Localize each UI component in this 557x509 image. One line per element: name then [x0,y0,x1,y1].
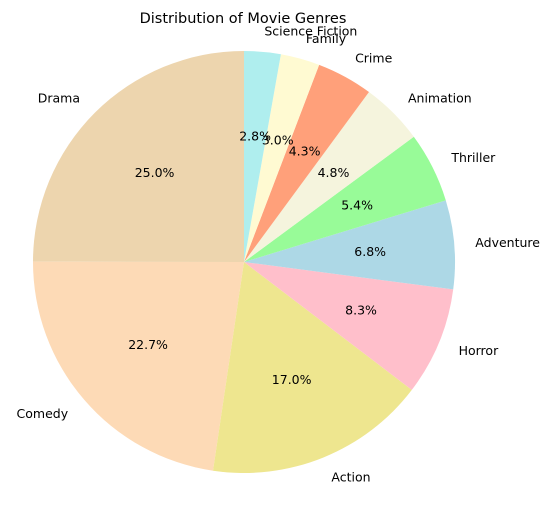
category-label-crime: Crime [355,51,393,66]
pie-slice-science-fiction [244,51,281,262]
category-label-family: Family [306,31,347,46]
percent-label-horror: 8.3% [345,303,377,318]
slices-layer [33,51,455,473]
pie-slice-drama [33,51,244,262]
category-label-comedy: Comedy [17,406,69,421]
pie-slice-comedy [33,261,244,471]
pie-slice-family [244,54,320,262]
percent-label-thriller: 5.4% [341,198,373,213]
pie-slice-adventure [244,200,455,290]
category-label-thriller: Thriller [450,150,496,165]
percent-label-crime: 4.3% [289,143,321,158]
category-label-action: Action [331,470,370,485]
percent-label-science-fiction: 2.8% [239,128,271,143]
chart-title: Distribution of Movie Genres [140,11,347,27]
category-label-science-fiction: Science Fiction [264,23,357,38]
pie-slice-crime [244,64,369,263]
percent-label-family: 3.0% [262,132,294,147]
percent-label-drama: 25.0% [135,165,175,180]
pie-slice-action [212,262,412,473]
category-label-drama: Drama [38,90,80,105]
pie-slice-animation [244,92,414,262]
percent-label-action: 17.0% [272,372,312,387]
category-labels-layer: Drama Comedy Action Horror Adventure Thriller… [17,23,541,484]
category-label-adventure: Adventure [475,235,540,250]
pie-slice-horror [244,262,454,390]
percent-labels-layer: 25.0% 22.7% 17.0% 8.3% 6.8% 5.4% 4.8% 4.3%3.0%2… [128,128,386,386]
percent-label-adventure: 6.8% [354,244,386,259]
percent-label-animation: 4.8% [318,165,350,180]
pie-slice-thriller [244,136,446,262]
category-label-horror: Horror [459,343,499,358]
percent-label-comedy: 22.7% [128,337,168,352]
category-label-animation: Animation [408,90,472,105]
